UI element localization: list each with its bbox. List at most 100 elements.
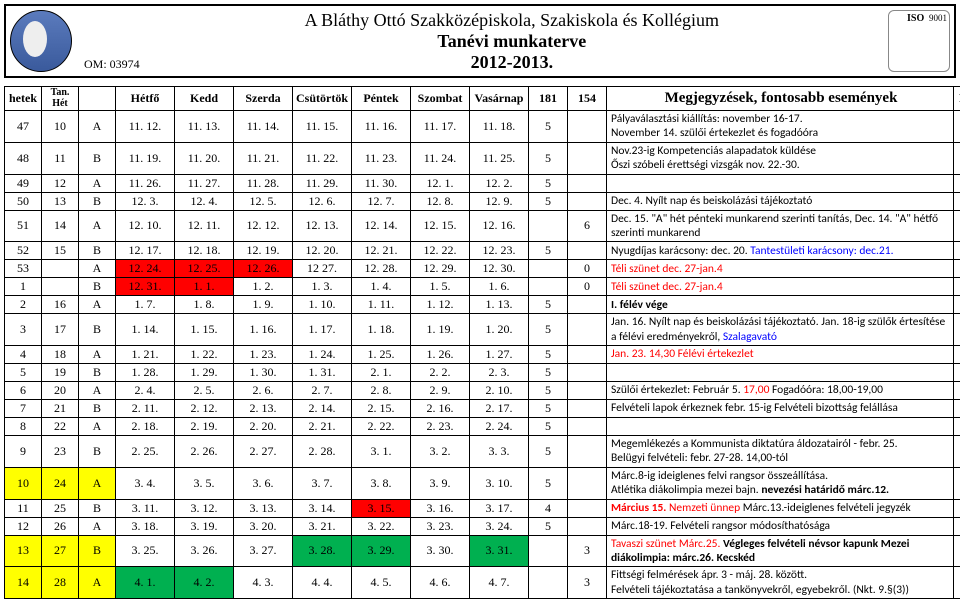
cell: 1. 10. <box>293 296 352 314</box>
cell: 2. 22. <box>352 418 411 436</box>
cell: 6 <box>5 382 42 400</box>
col-181: 181 <box>529 87 568 111</box>
table-row: 1B12. 31.1. 1.1. 2.1. 3.1. 4.1. 5.1. 6.0… <box>5 278 960 296</box>
cell: 11. 19. <box>116 142 175 174</box>
cell: 12. 10. <box>116 210 175 242</box>
riaszto-cell: PZ <box>954 346 960 364</box>
table-row: 1125B3. 11.3. 12.3. 13.3. 14.3. 15.3. 16… <box>5 499 960 517</box>
cell: 5 <box>529 418 568 436</box>
riaszto-cell: PZ <box>954 142 960 174</box>
cell: 2 <box>5 296 42 314</box>
cell: 12. 6. <box>293 192 352 210</box>
cell: 2. 2. <box>411 364 470 382</box>
riaszto-cell: PZ <box>954 278 960 296</box>
cell: A <box>79 382 116 400</box>
cell: 11. 26. <box>116 174 175 192</box>
cell: 1. 31. <box>293 364 352 382</box>
table-row: 317B1. 14.1. 15.1. 16.1. 17.1. 18.1. 19.… <box>5 314 960 346</box>
cell: 13 <box>42 192 79 210</box>
cell: 3 <box>5 314 42 346</box>
cell: 11. 13. <box>175 111 234 143</box>
cell: 3. 22. <box>352 517 411 535</box>
title-line1: A Bláthy Ottó Szakközépiskola, Szakiskol… <box>140 10 884 31</box>
table-row: 5114A12. 10.12. 11.12. 12.12. 13.12. 14.… <box>5 210 960 242</box>
cell: 0 <box>568 260 607 278</box>
cell: 12. 15. <box>411 210 470 242</box>
cell: 3. 18. <box>116 517 175 535</box>
cell: 16 <box>42 296 79 314</box>
cell: B <box>79 142 116 174</box>
cell: 8 <box>5 418 42 436</box>
notes-cell: Pályaválasztási kiállítás: november 16-1… <box>607 111 954 143</box>
cell: 12. 19. <box>234 242 293 260</box>
cell: A <box>79 296 116 314</box>
cell: 17 <box>42 314 79 346</box>
riaszto-cell: PZ <box>954 535 960 567</box>
notes-cell: I. félév vége <box>607 296 954 314</box>
table-row: 1024A3. 4.3. 5.3. 6.3. 7.3. 8.3. 9.3. 10… <box>5 467 960 499</box>
cell: 1. 23. <box>234 346 293 364</box>
cell <box>568 467 607 499</box>
cell: 3. 15. <box>352 499 411 517</box>
cell: 3. 17. <box>470 499 529 517</box>
col-szombat: Szombat <box>411 87 470 111</box>
cell <box>568 364 607 382</box>
cell: 12. 4. <box>175 192 234 210</box>
cell: 2. 14. <box>293 400 352 418</box>
table-row: 1327B3. 25.3. 26.3. 27.3. 28.3. 29.3. 30… <box>5 535 960 567</box>
notes-cell: Fittségi felmérések ápr. 3 - máj. 28. kö… <box>607 567 954 599</box>
cell: 3. 29. <box>352 535 411 567</box>
cell: A <box>79 346 116 364</box>
cell: 11. 12. <box>116 111 175 143</box>
riaszto-cell: VR <box>954 260 960 278</box>
cell: 11. 28. <box>234 174 293 192</box>
header: OM: 03974 A Bláthy Ottó Szakközépiskola,… <box>4 4 956 78</box>
cell: 1. 22. <box>175 346 234 364</box>
cell: 12. 9. <box>470 192 529 210</box>
cell: 2. 17. <box>470 400 529 418</box>
cell: 2. 25. <box>116 436 175 468</box>
col-154: 154 <box>568 87 607 111</box>
riaszto-cell: VR <box>954 517 960 535</box>
table-row: 620A2. 4.2. 5.2. 6.2. 7.2. 8.2. 9.2. 10.… <box>5 382 960 400</box>
cell: 2. 9. <box>411 382 470 400</box>
notes-cell: Szülői értekezlet: Február 5. 17,00 Foga… <box>607 382 954 400</box>
riaszto-cell: OI <box>954 499 960 517</box>
cell: 12. 16. <box>470 210 529 242</box>
cell: 48 <box>5 142 42 174</box>
cell: 49 <box>5 174 42 192</box>
cell: 1. 1. <box>175 278 234 296</box>
table-row: 923B2. 25.2. 26.2. 27.2. 28.3. 1.3. 2.3.… <box>5 436 960 468</box>
cell: A <box>79 210 116 242</box>
cell: 12. 23. <box>470 242 529 260</box>
cell: 3 <box>568 567 607 599</box>
cell: 1. 13. <box>470 296 529 314</box>
notes-cell: Nov.23-ig Kompetenciás alapadatok küldés… <box>607 142 954 174</box>
cell: 2. 3. <box>470 364 529 382</box>
cell: 2. 16. <box>411 400 470 418</box>
cell: A <box>79 111 116 143</box>
cell <box>529 260 568 278</box>
cell <box>568 436 607 468</box>
cell: 22 <box>42 418 79 436</box>
cell <box>42 278 79 296</box>
cell: 3. 9. <box>411 467 470 499</box>
cell: 3. 10. <box>470 467 529 499</box>
cell: B <box>79 278 116 296</box>
cell: 3. 30. <box>411 535 470 567</box>
cell: 1. 29. <box>175 364 234 382</box>
cell: 1. 24. <box>293 346 352 364</box>
cell: 5 <box>529 174 568 192</box>
cell <box>529 278 568 296</box>
col-riaszto: Riasztó <box>954 87 960 111</box>
cell: 12. 20. <box>293 242 352 260</box>
cell: 20 <box>42 382 79 400</box>
table-row: 1226A3. 18.3. 19.3. 20.3. 21.3. 22.3. 23… <box>5 517 960 535</box>
cell <box>568 499 607 517</box>
cell: 47 <box>5 111 42 143</box>
cell: B <box>79 364 116 382</box>
title-line3: 2012-2013. <box>140 52 884 73</box>
cell: 21 <box>42 400 79 418</box>
document-title: A Bláthy Ottó Szakközépiskola, Szakiskol… <box>140 10 884 73</box>
cell: 1. 19. <box>411 314 470 346</box>
